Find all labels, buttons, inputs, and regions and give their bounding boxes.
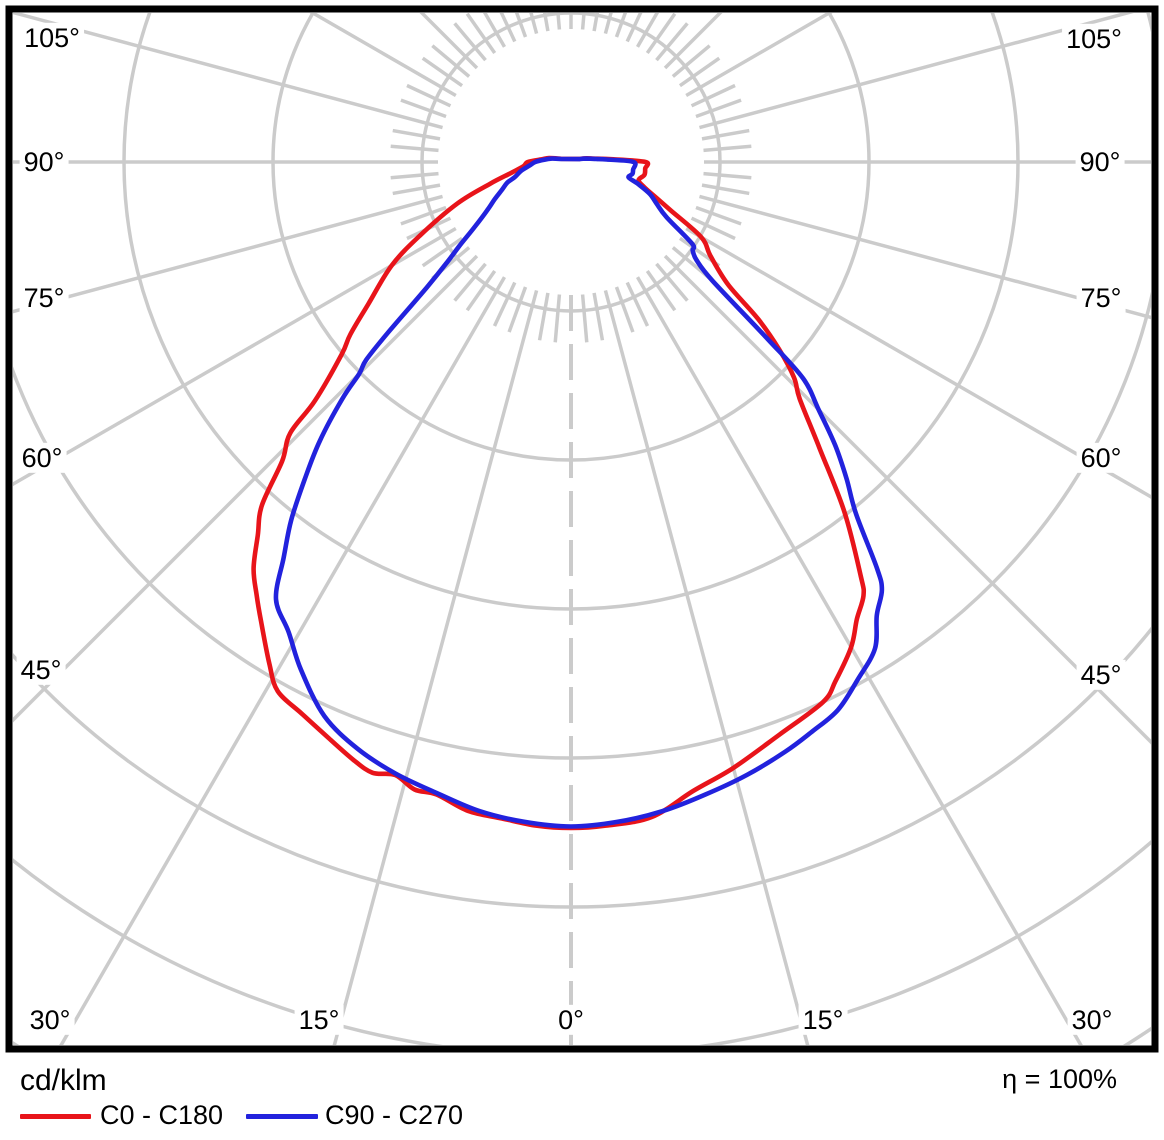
efficiency-label: η = 100% — [1002, 1064, 1117, 1094]
grid-tick — [465, 13, 497, 55]
grid-tick — [655, 22, 689, 62]
angle-label: 15° — [294, 1004, 344, 1036]
grid-tick — [671, 44, 711, 78]
grid-tick — [703, 171, 752, 180]
grid-tick — [580, 13, 586, 30]
grid-tick — [645, 269, 677, 312]
grid-tick — [465, 269, 497, 312]
grid-tick — [453, 22, 487, 62]
grid-tick — [625, 13, 643, 43]
grid-tick — [553, 294, 562, 343]
grid-tick — [703, 144, 752, 153]
grid-tick — [507, 286, 528, 333]
grid-tick — [492, 281, 517, 327]
legend-label-c90-c270: C90 - C270 — [325, 1100, 464, 1130]
grid-radial-line — [635, 276, 1083, 1045]
grid-radial-line — [332, 290, 539, 1045]
angle-label: 45° — [1076, 659, 1126, 691]
legend-swatch-c90-c270 — [246, 1114, 318, 1119]
grid-tick — [392, 128, 441, 141]
axis-unit-label: cd/klm — [20, 1064, 107, 1097]
angle-label: 30° — [25, 1004, 75, 1036]
grid-radial-line — [13, 226, 457, 487]
grid-ring — [13, 626, 1151, 909]
grid-radial-line — [13, 194, 443, 314]
grid-radial-line — [685, 226, 1151, 499]
grid-tick — [453, 262, 487, 302]
grid-tick — [400, 98, 447, 119]
grid-tick — [556, 13, 562, 30]
legend: C0 - C180 C90 - C270 — [20, 1100, 720, 1132]
grid-tick — [514, 13, 528, 38]
curve-c0-c180 — [251, 155, 867, 831]
polar-grid — [13, 13, 1151, 1045]
grid-tick — [592, 13, 600, 32]
grid-radial-line — [59, 276, 507, 1045]
angle-label: 75° — [1076, 282, 1126, 314]
legend-swatch-c0-c180 — [20, 1114, 91, 1119]
grid-tick — [390, 171, 439, 180]
legend-label-c0-c180: C0 - C180 — [100, 1100, 224, 1130]
polar-chart-canvas — [5, 5, 1159, 1053]
grid-tick — [645, 13, 677, 55]
angle-label: 90° — [19, 146, 69, 178]
grid-ring — [271, 13, 871, 462]
grid-radial-line — [699, 13, 1134, 130]
plot-border — [5, 5, 1159, 1053]
grid-tick — [400, 205, 447, 226]
grid-tick — [655, 262, 689, 302]
grid-radial-line — [603, 290, 810, 1045]
angle-label: 30° — [1067, 1004, 1117, 1036]
grid-tick — [592, 292, 605, 341]
angle-label: 45° — [16, 654, 66, 686]
grid-tick — [421, 56, 464, 88]
angle-label: 0° — [554, 1004, 588, 1036]
grid-tick — [701, 183, 750, 196]
angle-label: 15° — [798, 1004, 848, 1036]
grid-tick — [537, 292, 550, 341]
grid-tick — [406, 83, 452, 108]
grid-radial-line — [699, 194, 1151, 320]
grid-tick — [678, 56, 721, 88]
grid-tick — [499, 13, 517, 43]
angle-label: 75° — [19, 282, 69, 314]
grid-radial-line — [13, 13, 443, 130]
grid-ring — [13, 13, 1151, 760]
grid-tick — [390, 144, 439, 153]
grid-tick — [421, 236, 464, 268]
grid-radial-line — [663, 254, 1151, 745]
grid-tick — [431, 44, 471, 78]
grid-tick — [690, 216, 736, 241]
grid-tick — [695, 205, 742, 226]
grid-tick — [614, 286, 635, 333]
curve-c90-c270 — [273, 156, 885, 829]
grid-tick — [690, 83, 736, 108]
grid-tick — [542, 13, 550, 32]
grid-tick — [625, 281, 650, 327]
angle-label: 60° — [1076, 442, 1126, 474]
angle-label: 60° — [17, 442, 67, 474]
grid-tick — [695, 98, 742, 119]
angle-label: 105° — [1062, 23, 1126, 55]
grid-tick — [392, 183, 441, 196]
grid-tick — [701, 128, 750, 141]
grid-tick — [580, 294, 589, 343]
angle-label: 90° — [1075, 146, 1125, 178]
grid-radial-line — [13, 254, 479, 723]
grid-tick — [614, 13, 628, 38]
angle-label: 105° — [20, 22, 84, 54]
